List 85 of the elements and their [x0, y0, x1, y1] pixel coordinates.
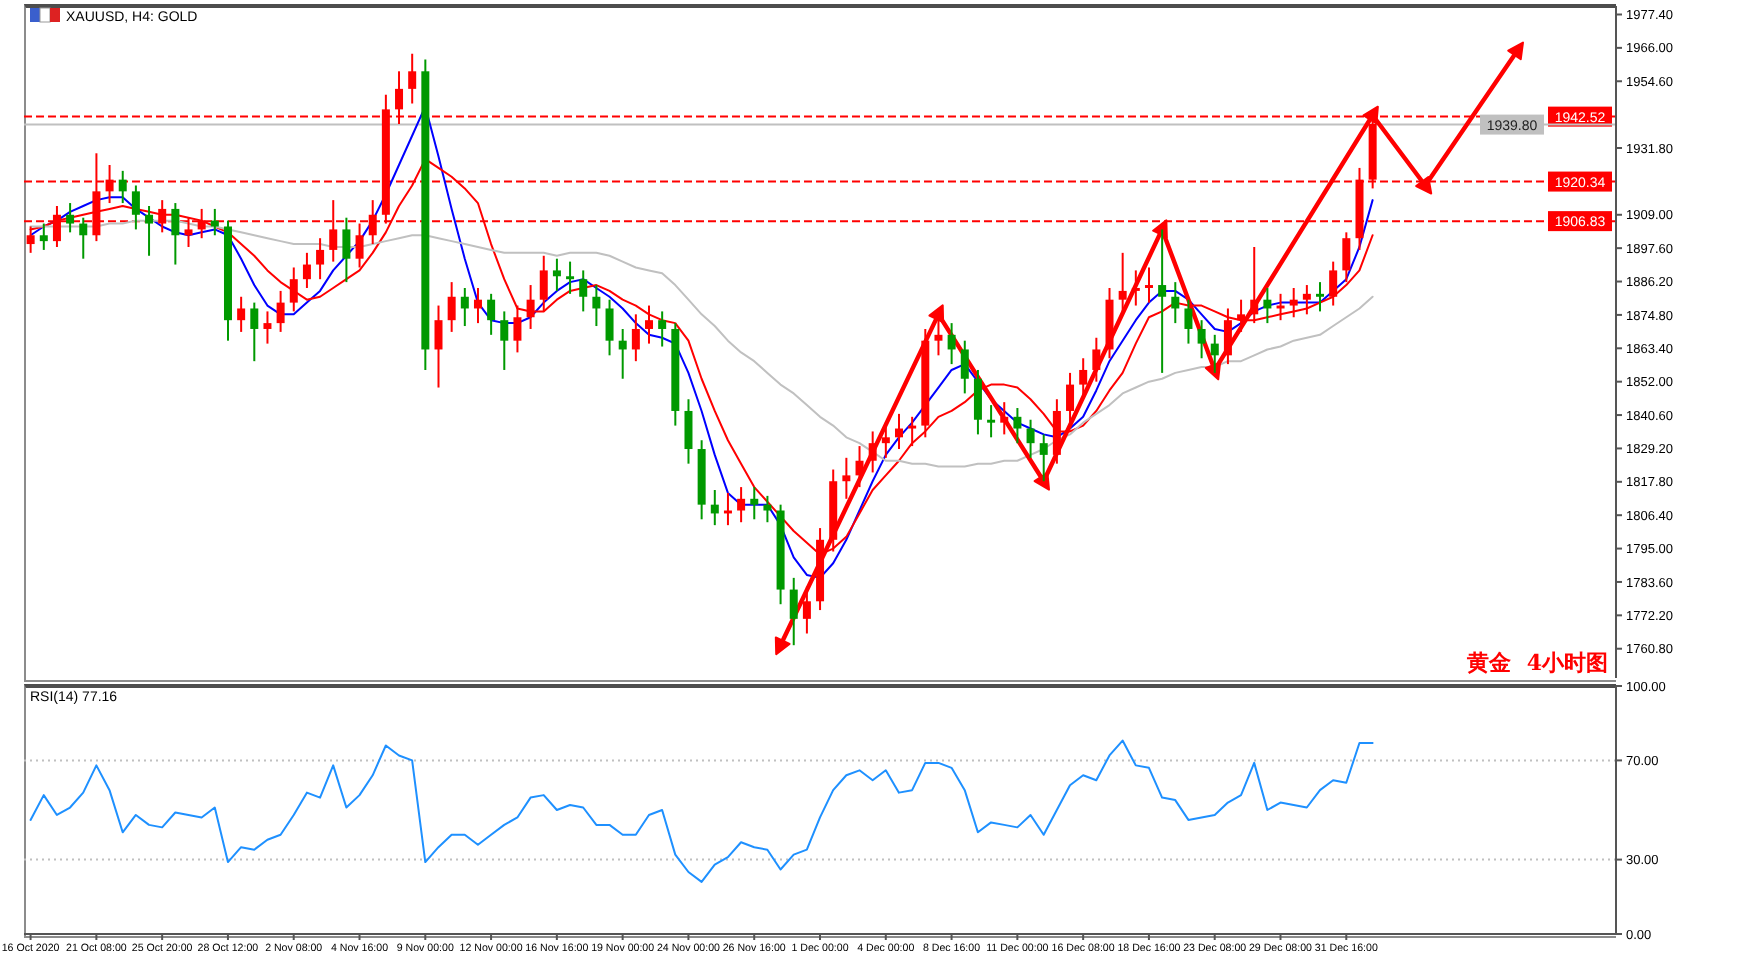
point [1152, 219, 1168, 239]
candlestick [1144, 266, 1153, 304]
candlestick [1263, 286, 1272, 325]
candlestick [1131, 269, 1140, 307]
candlestick [158, 199, 167, 234]
candlestick [1237, 298, 1246, 333]
candlestick [552, 257, 561, 292]
candlestick [908, 415, 917, 448]
candlestick [118, 169, 127, 205]
point [928, 304, 945, 324]
candlestick [302, 251, 311, 289]
candlestick [895, 412, 903, 451]
candlestick [855, 445, 864, 489]
candlestick [566, 260, 575, 295]
line-series [29, 739, 1374, 883]
candlestick [645, 304, 654, 345]
candlestick [1342, 231, 1351, 284]
candlestick [592, 284, 601, 328]
candlestick [434, 304, 443, 389]
candlestick [605, 298, 614, 357]
candlestick [1329, 260, 1338, 307]
candlestick [789, 576, 798, 647]
point [1415, 175, 1433, 195]
candlestick [658, 310, 667, 348]
candlestick [631, 313, 640, 363]
candlestick [881, 421, 890, 459]
candlestick [39, 222, 48, 251]
candlestick [145, 204, 154, 257]
candlestick [276, 289, 285, 333]
candlestick [539, 254, 548, 313]
candlestick [802, 585, 811, 635]
candlestick [710, 489, 719, 527]
candlestick [1289, 286, 1298, 319]
candlestick [263, 310, 272, 345]
candlestick [1013, 407, 1022, 445]
candlestick [513, 304, 522, 354]
candlestick [987, 404, 996, 439]
candlestick [1171, 281, 1180, 325]
candlestick [487, 292, 496, 336]
candlestick [960, 339, 969, 395]
candlestick [79, 216, 88, 260]
candlestick [1052, 398, 1061, 465]
point [1362, 105, 1379, 125]
candlestick [500, 310, 509, 371]
candlestick [1026, 418, 1035, 459]
candlestick [1000, 401, 1009, 436]
candlestick [250, 301, 259, 363]
candlestick [1223, 307, 1232, 366]
candlestick [316, 237, 325, 281]
candlestick [1250, 245, 1259, 325]
candlestick [842, 456, 851, 500]
candlestick [1079, 357, 1088, 398]
candlestick [1158, 228, 1167, 374]
candlestick [131, 184, 140, 231]
candlestick [1302, 284, 1311, 316]
candlestick [289, 266, 298, 313]
candlestick [579, 269, 588, 313]
candlestick [947, 322, 956, 366]
candlestick [1197, 319, 1206, 360]
candlestick [171, 202, 180, 266]
candlestick [1184, 298, 1193, 345]
candlestick [1118, 251, 1127, 313]
candlestick [526, 284, 535, 330]
candlestick [750, 486, 759, 521]
candlestick [763, 494, 772, 524]
candlestick [342, 216, 351, 284]
candlestick [408, 52, 417, 105]
candlestick [447, 281, 456, 333]
candlestick [1039, 433, 1048, 483]
candlestick [66, 202, 75, 234]
candlestick [868, 430, 877, 474]
point [1033, 471, 1050, 491]
candlestick [618, 327, 627, 380]
candlestick [473, 286, 482, 325]
candlestick [737, 486, 746, 524]
candlestick [1066, 371, 1075, 424]
candlestick [1210, 333, 1219, 374]
candlestick [973, 368, 982, 436]
annotation: 黄金 4小时图 [1465, 650, 1608, 676]
candlestick [237, 295, 246, 333]
candlestick [684, 398, 693, 465]
candlestick [1092, 336, 1101, 383]
candlestick [1316, 281, 1325, 313]
candlestick [460, 286, 469, 328]
point [1507, 41, 1524, 61]
